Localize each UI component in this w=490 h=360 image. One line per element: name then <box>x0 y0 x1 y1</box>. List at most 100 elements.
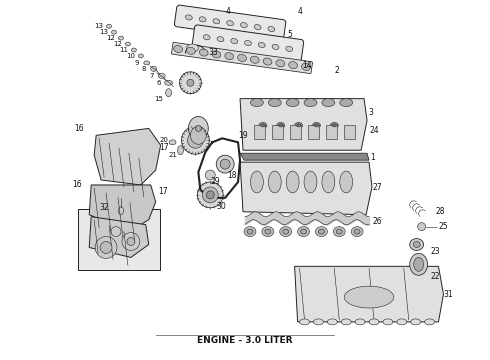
Ellipse shape <box>259 122 267 129</box>
Ellipse shape <box>185 15 192 20</box>
Ellipse shape <box>247 229 253 234</box>
FancyBboxPatch shape <box>172 42 313 73</box>
Text: 27: 27 <box>372 184 382 193</box>
Ellipse shape <box>131 48 136 52</box>
Ellipse shape <box>197 182 223 208</box>
Bar <box>343 125 355 139</box>
Polygon shape <box>89 185 156 231</box>
Ellipse shape <box>322 99 335 107</box>
Text: 19: 19 <box>238 131 248 140</box>
Ellipse shape <box>191 126 206 144</box>
Ellipse shape <box>411 319 420 325</box>
Ellipse shape <box>272 44 279 50</box>
Bar <box>290 125 301 139</box>
Ellipse shape <box>340 99 353 107</box>
Ellipse shape <box>296 124 300 127</box>
Text: 10: 10 <box>126 53 135 59</box>
Ellipse shape <box>127 238 135 246</box>
Polygon shape <box>294 266 443 322</box>
Text: 32: 32 <box>99 203 109 212</box>
Ellipse shape <box>166 89 171 96</box>
Ellipse shape <box>297 227 310 237</box>
Polygon shape <box>94 129 161 185</box>
Text: 2: 2 <box>335 66 340 75</box>
Ellipse shape <box>250 56 259 63</box>
Text: 1: 1 <box>370 153 375 162</box>
Ellipse shape <box>268 26 275 32</box>
Ellipse shape <box>227 21 234 26</box>
Ellipse shape <box>225 53 234 60</box>
Text: 12: 12 <box>107 35 116 41</box>
Ellipse shape <box>187 79 194 86</box>
Ellipse shape <box>263 58 272 65</box>
Ellipse shape <box>318 229 324 234</box>
Text: 8: 8 <box>142 66 146 72</box>
Ellipse shape <box>213 19 220 24</box>
Ellipse shape <box>187 44 198 52</box>
Ellipse shape <box>414 257 424 271</box>
Ellipse shape <box>177 146 183 155</box>
Ellipse shape <box>151 66 157 71</box>
Ellipse shape <box>189 117 208 140</box>
Ellipse shape <box>333 227 345 237</box>
Text: 11: 11 <box>120 47 128 53</box>
Text: 7: 7 <box>149 73 154 79</box>
Ellipse shape <box>283 229 289 234</box>
Ellipse shape <box>196 125 201 131</box>
Ellipse shape <box>369 319 379 325</box>
Text: 16: 16 <box>73 180 82 189</box>
Ellipse shape <box>261 124 265 127</box>
Ellipse shape <box>269 99 281 107</box>
Ellipse shape <box>238 54 246 62</box>
Ellipse shape <box>203 35 210 40</box>
Ellipse shape <box>286 171 299 193</box>
Ellipse shape <box>410 253 428 275</box>
Text: 13: 13 <box>99 29 109 35</box>
Polygon shape <box>240 162 372 215</box>
Text: 33: 33 <box>208 49 218 58</box>
Text: 17: 17 <box>158 188 168 197</box>
Text: 26: 26 <box>372 217 382 226</box>
Ellipse shape <box>289 62 297 69</box>
Text: 23: 23 <box>431 247 441 256</box>
Text: 12: 12 <box>114 41 122 47</box>
Ellipse shape <box>262 227 274 237</box>
Ellipse shape <box>410 239 424 251</box>
Ellipse shape <box>144 61 150 65</box>
Ellipse shape <box>100 242 112 253</box>
Polygon shape <box>89 217 149 257</box>
FancyBboxPatch shape <box>174 5 286 41</box>
Ellipse shape <box>425 319 435 325</box>
Ellipse shape <box>158 73 165 78</box>
Bar <box>326 125 337 139</box>
Ellipse shape <box>299 319 310 325</box>
Ellipse shape <box>206 191 214 199</box>
Bar <box>78 209 160 270</box>
Ellipse shape <box>265 229 271 234</box>
Text: 6: 6 <box>156 80 161 86</box>
Ellipse shape <box>169 140 176 145</box>
Ellipse shape <box>187 47 196 54</box>
Ellipse shape <box>301 63 310 71</box>
Ellipse shape <box>174 45 183 53</box>
Ellipse shape <box>355 319 365 325</box>
Text: 4: 4 <box>297 7 302 16</box>
Text: 5: 5 <box>287 30 292 39</box>
Ellipse shape <box>119 36 123 40</box>
Ellipse shape <box>413 242 420 247</box>
Ellipse shape <box>330 122 338 129</box>
Ellipse shape <box>351 227 363 237</box>
Text: 9: 9 <box>135 60 139 66</box>
Text: 28: 28 <box>436 207 445 216</box>
Ellipse shape <box>212 51 221 58</box>
Ellipse shape <box>397 319 407 325</box>
Text: 15: 15 <box>154 96 163 102</box>
Ellipse shape <box>315 124 318 127</box>
Ellipse shape <box>332 124 336 127</box>
Ellipse shape <box>95 237 117 258</box>
Ellipse shape <box>250 99 263 107</box>
Ellipse shape <box>107 24 112 28</box>
Ellipse shape <box>314 319 323 325</box>
Text: 20: 20 <box>159 137 168 143</box>
Text: ENGINE - 3.0 LITER: ENGINE - 3.0 LITER <box>197 336 293 345</box>
